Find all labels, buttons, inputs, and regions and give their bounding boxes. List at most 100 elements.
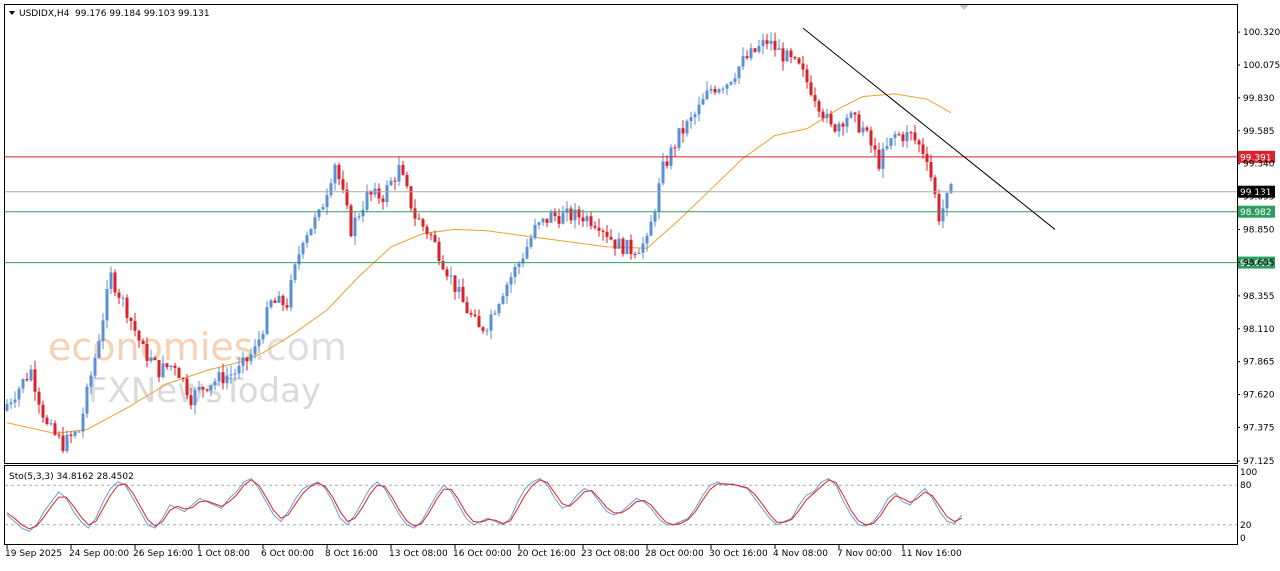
candle	[165, 362, 169, 370]
candle	[137, 329, 141, 349]
candle	[817, 99, 821, 118]
candle	[25, 372, 29, 382]
scroll-marker-icon[interactable]	[959, 5, 969, 10]
candle	[505, 281, 509, 304]
candle-body	[609, 236, 613, 240]
candle-body	[485, 330, 489, 332]
candle	[53, 420, 57, 437]
candle	[613, 239, 617, 256]
candle-body	[517, 263, 521, 267]
candle-body	[777, 48, 781, 50]
candle	[457, 278, 461, 299]
candle-body	[805, 69, 809, 83]
price-tick-label: 100.075	[1243, 61, 1280, 71]
candle	[881, 142, 885, 178]
candle	[333, 162, 337, 191]
candle	[421, 217, 425, 232]
candle	[357, 212, 361, 221]
candle-body	[293, 264, 297, 280]
candle-body	[285, 305, 289, 308]
candle-body	[333, 164, 337, 184]
candle	[849, 110, 853, 120]
candle-body	[529, 237, 533, 247]
candle-body	[265, 307, 269, 334]
candle	[753, 47, 757, 54]
candle-body	[221, 372, 225, 384]
candle	[61, 426, 65, 454]
candle-body	[73, 431, 77, 436]
candle	[757, 39, 761, 54]
candle	[57, 431, 61, 439]
candle-body	[425, 226, 429, 235]
candle-body	[85, 386, 89, 414]
candle-body	[561, 212, 565, 224]
time-tick-label: 6 Oct 00:00	[261, 549, 314, 559]
candle-body	[661, 161, 665, 184]
candle	[521, 252, 525, 268]
candle	[569, 205, 573, 225]
candle-body	[193, 390, 197, 406]
candle-body	[249, 354, 253, 362]
candle	[213, 377, 217, 391]
stochastic-tick-label: 100	[1240, 468, 1257, 478]
candle-body	[569, 208, 573, 221]
candle	[645, 232, 649, 252]
candle-body	[21, 379, 25, 389]
moving-average-layer	[6, 93, 952, 435]
candle-body	[577, 209, 581, 218]
candle	[353, 211, 357, 246]
candle	[845, 113, 849, 133]
candle	[737, 65, 741, 84]
candle-body	[645, 235, 649, 244]
time-tick-label: 24 Sep 00:00	[69, 549, 129, 559]
candle	[809, 75, 813, 97]
candle	[141, 338, 145, 345]
candle	[93, 353, 97, 378]
candle-body	[41, 404, 45, 418]
levels-layer[interactable]: 99.391 98.982 98.603 99.131	[5, 150, 1275, 269]
triangle-down-icon[interactable]	[9, 11, 15, 15]
candle-body	[189, 395, 193, 406]
candle	[41, 400, 45, 423]
candle-body	[253, 346, 257, 355]
candle	[149, 349, 153, 364]
candle-body	[817, 101, 821, 112]
candle-body	[809, 82, 813, 96]
candle	[933, 174, 937, 199]
candle	[425, 224, 429, 240]
candle	[869, 126, 873, 153]
candle	[897, 131, 901, 136]
candle	[249, 348, 253, 365]
candle	[493, 309, 497, 316]
candle-body	[397, 164, 401, 182]
candle	[785, 48, 789, 62]
candles-layer	[5, 32, 953, 454]
candle-body	[509, 277, 513, 285]
candle-body	[657, 183, 661, 212]
candle	[265, 300, 269, 336]
candle-body	[337, 164, 341, 180]
candle	[157, 359, 161, 383]
candle	[377, 183, 381, 204]
candle-body	[733, 78, 737, 82]
downtrend-line[interactable]	[802, 27, 1056, 230]
candle-body	[677, 128, 681, 148]
candle	[81, 407, 85, 438]
candle-body	[165, 363, 169, 368]
chart-header[interactable]: USDIDX,H4 99.176 99.184 99.103 99.131	[9, 9, 210, 19]
trendline-layer[interactable]	[802, 27, 1056, 230]
candle	[349, 203, 353, 238]
candle	[665, 155, 669, 169]
candle-body	[17, 388, 21, 400]
price-tick-label: 99.095	[1243, 193, 1275, 203]
candle-body	[49, 423, 53, 425]
candle-body	[69, 434, 73, 436]
candle-body	[89, 375, 93, 387]
candle	[905, 124, 909, 149]
candle-body	[929, 162, 933, 178]
candle	[681, 120, 685, 143]
candle	[161, 355, 165, 379]
time-tick-label: 1 Oct 08:00	[197, 549, 250, 559]
